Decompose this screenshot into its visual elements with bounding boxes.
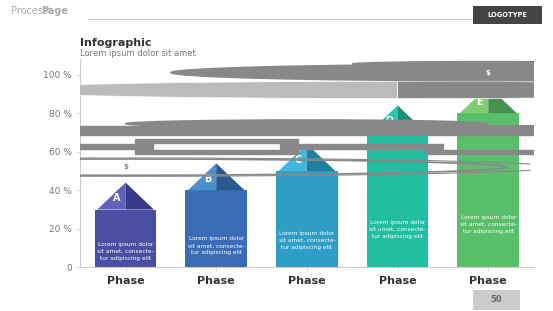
Bar — [425, 150, 553, 154]
Bar — [457, 113, 519, 267]
Polygon shape — [398, 105, 426, 132]
Polygon shape — [488, 86, 517, 113]
Polygon shape — [369, 105, 398, 132]
Text: A: A — [113, 193, 121, 203]
Polygon shape — [307, 144, 335, 171]
Wedge shape — [398, 81, 553, 99]
Text: E: E — [477, 97, 483, 107]
Text: B: B — [204, 174, 211, 184]
Bar — [134, 139, 298, 143]
FancyBboxPatch shape — [473, 6, 542, 24]
Wedge shape — [0, 81, 398, 99]
Text: Infographic: Infographic — [80, 38, 152, 48]
Polygon shape — [216, 163, 244, 190]
Text: Lorem ipsum dolor
sit amet, consecte-
tur adipiscing elit: Lorem ipsum dolor sit amet, consecte- tu… — [369, 220, 426, 239]
Bar — [185, 190, 247, 267]
Text: D: D — [385, 116, 393, 126]
Bar — [443, 125, 553, 129]
Bar — [95, 210, 156, 267]
Text: $: $ — [123, 164, 128, 170]
Bar — [0, 150, 8, 154]
Bar — [80, 126, 534, 135]
Ellipse shape — [171, 64, 553, 81]
Bar — [134, 150, 298, 154]
Text: Lorem ipsum dolor
sit amet, consecte-
tur adipiscing elit: Lorem ipsum dolor sit amet, consecte- tu… — [97, 242, 154, 261]
Text: Page: Page — [41, 6, 69, 16]
Bar — [0, 144, 153, 149]
Text: Lorem ipsum dolor
sit amet, consecte-
tur adipiscing elit: Lorem ipsum dolor sit amet, consecte- tu… — [188, 236, 244, 255]
Polygon shape — [97, 183, 126, 210]
Text: Lorem ipsum dolor sit amet: Lorem ipsum dolor sit amet — [80, 49, 196, 58]
Bar — [276, 171, 338, 267]
Bar — [280, 144, 443, 149]
Ellipse shape — [352, 62, 553, 66]
Polygon shape — [126, 183, 154, 210]
Text: LOGOTYPE: LOGOTYPE — [487, 12, 528, 18]
Text: Lorem ipsum dolor
sit amet, consecte-
tur adipiscing elit: Lorem ipsum dolor sit amet, consecte- tu… — [279, 231, 335, 250]
Circle shape — [126, 120, 488, 128]
Text: 50: 50 — [490, 295, 502, 304]
Polygon shape — [188, 163, 216, 190]
Text: $: $ — [486, 70, 491, 76]
Text: Lorem ipsum dolor
sit amet, consecte-
tur adipiscing elit: Lorem ipsum dolor sit amet, consecte- tu… — [460, 215, 517, 234]
Polygon shape — [460, 86, 488, 113]
Text: Process: Process — [11, 6, 51, 16]
Bar — [367, 132, 429, 267]
Polygon shape — [279, 144, 307, 171]
FancyBboxPatch shape — [473, 290, 520, 310]
Text: C: C — [295, 155, 302, 165]
